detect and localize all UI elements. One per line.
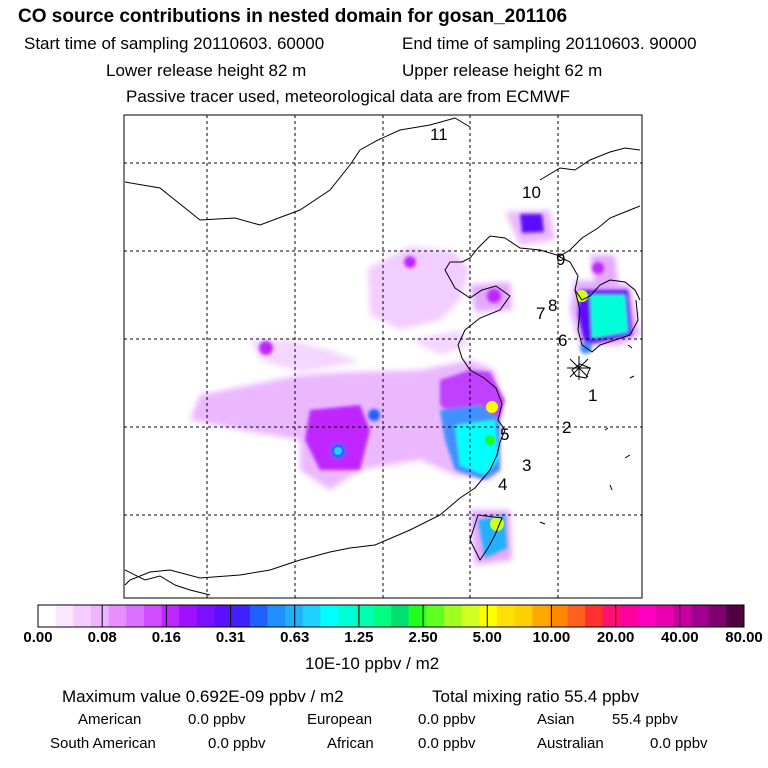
- colorbar-cell: [38, 605, 57, 627]
- end-time: End time of sampling 20110603. 90000: [402, 34, 697, 53]
- colorbar-cell: [391, 605, 410, 627]
- colorbar-cell: [691, 605, 710, 627]
- source-south-american-value: 0.0 ppbv: [208, 735, 266, 752]
- colorbar-tick-label: 0.31: [215, 629, 246, 646]
- source-asian-label: Asian: [537, 711, 575, 728]
- trajectory-label-11: 11: [430, 125, 448, 144]
- colorbar-tick-label: 1.25: [344, 629, 374, 646]
- colorbar-cell: [479, 605, 498, 627]
- colorbar-cell: [196, 605, 215, 627]
- concentration-field: [190, 210, 640, 565]
- colorbar-tick-label: 5.00: [472, 629, 502, 646]
- colorbar-cell: [726, 605, 745, 627]
- colorbar-cell: [249, 605, 268, 627]
- colorbar-cell: [214, 605, 233, 627]
- colorbar-cell: [373, 605, 392, 627]
- colorbar-cell: [285, 605, 304, 627]
- colorbar-cell: [143, 605, 163, 627]
- colorbar-cell: [302, 605, 321, 627]
- colorbar-cell: [108, 605, 127, 627]
- colorbar-cell: [55, 605, 74, 627]
- maximum-value: Maximum value 0.692E-09 ppbv / m2: [62, 687, 344, 706]
- colorbar-cell: [708, 605, 727, 627]
- chart-title: CO source contributions in nested domain…: [18, 6, 568, 27]
- colorbar-frame: [37, 604, 745, 628]
- colorbar-cell: [232, 605, 251, 627]
- source-asian-value: 55.4 ppbv: [612, 711, 678, 728]
- source-south-american-label: South American: [50, 735, 156, 752]
- colorbar-unit: 10E-10 ppbv / m2: [305, 654, 440, 673]
- tracer-note: Passive tracer used, meteorological data…: [126, 87, 571, 106]
- colorbar-tick-label: 2.50: [408, 629, 438, 646]
- colorbar-cell: [673, 605, 692, 627]
- source-european-label: European: [307, 711, 373, 728]
- colorbar-cell: [602, 605, 621, 627]
- colorbar-cell: [620, 605, 639, 627]
- colorbar-cell: [320, 605, 339, 627]
- colorbar-cell: [161, 605, 180, 627]
- colorbar-cell: [638, 605, 657, 627]
- lower-release-height: Lower release height 82 m: [106, 61, 307, 80]
- map-frame: [123, 114, 643, 599]
- gridlines: [124, 115, 642, 598]
- colorbar-tick-label: 0.00: [23, 629, 53, 646]
- colorbar-cell: [355, 605, 374, 627]
- source-african-label: African: [327, 735, 374, 752]
- coastlines: [124, 117, 641, 596]
- colorbar-cell: [532, 605, 551, 627]
- colorbar-cell: [514, 605, 533, 627]
- source-american-label: American: [78, 711, 142, 728]
- colorbar-cell: [496, 605, 516, 627]
- source-australian-label: Australian: [537, 735, 604, 752]
- colorbar-tick-label: 40.00: [661, 629, 699, 646]
- trajectory-label-6: 6: [558, 331, 567, 350]
- trajectory-label-5: 5: [500, 425, 509, 444]
- colorbar-cell: [426, 605, 445, 627]
- colorbar-cell: [443, 605, 463, 627]
- colorbar-cell: [585, 605, 604, 627]
- colorbar-tick-label: 10.00: [532, 629, 571, 646]
- trajectory-label-8: 8: [548, 296, 557, 315]
- colorbar-cell: [126, 605, 145, 627]
- upper-release-height: Upper release height 62 m: [402, 61, 603, 80]
- colorbar-tick-label: 0.63: [280, 629, 310, 646]
- colorbar-cell: [655, 605, 674, 627]
- source-african-value: 0.0 ppbv: [418, 735, 476, 752]
- total-mixing-ratio: Total mixing ratio 55.4 ppbv: [432, 687, 639, 706]
- source-european-value: 0.0 ppbv: [418, 711, 476, 728]
- colorbar-cell: [461, 605, 480, 627]
- trajectory-label-1: 1: [588, 386, 597, 405]
- trajectory-label-10: 10: [522, 183, 541, 202]
- source-australian-value: 0.0 ppbv: [650, 735, 708, 752]
- colorbar-cell: [408, 605, 427, 627]
- colorbar-tick-label: 0.08: [87, 629, 117, 646]
- colorbar-cell: [338, 605, 357, 627]
- source-american-value: 0.0 ppbv: [188, 711, 246, 728]
- colorbar-cell: [73, 605, 92, 627]
- start-time: Start time of sampling 20110603. 60000: [24, 34, 325, 53]
- trajectory-label-9: 9: [556, 250, 565, 269]
- colorbar-tick-label: 80.00: [725, 629, 763, 646]
- colorbar-tick-label: 20.00: [596, 629, 635, 646]
- colorbar-cell: [179, 605, 198, 627]
- colorbar-cell: [267, 605, 286, 627]
- colorbar-cell: [90, 605, 110, 627]
- colorbar-tick-label: 0.16: [151, 629, 181, 646]
- trajectory-label-4: 4: [498, 475, 507, 494]
- trajectory-label-7: 7: [536, 304, 545, 323]
- trajectory-label-3: 3: [522, 456, 531, 475]
- receptor-star-icon: [567, 356, 591, 380]
- trajectory-label-2: 2: [562, 418, 571, 437]
- colorbar-cell: [567, 605, 586, 627]
- colorbar-cell: [549, 605, 568, 627]
